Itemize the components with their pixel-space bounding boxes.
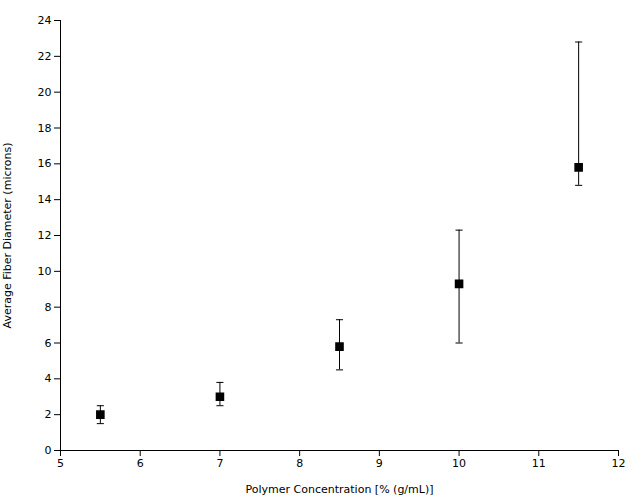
svg-text:10: 10 [38,265,52,278]
svg-text:9: 9 [376,457,383,470]
svg-text:14: 14 [38,193,52,206]
svg-text:18: 18 [38,122,52,135]
svg-text:Average Fiber Diameter (micron: Average Fiber Diameter (microns) [1,143,14,329]
svg-text:10: 10 [452,457,466,470]
svg-text:6: 6 [45,337,52,350]
svg-text:24: 24 [38,14,52,27]
svg-text:8: 8 [296,457,303,470]
svg-text:5: 5 [57,457,64,470]
svg-text:11: 11 [532,457,546,470]
svg-text:6: 6 [137,457,144,470]
svg-text:22: 22 [38,50,52,63]
svg-text:0: 0 [45,444,52,457]
svg-text:12: 12 [38,229,52,242]
svg-text:16: 16 [38,157,52,170]
svg-text:12: 12 [612,457,626,470]
svg-text:Polymer Concentration [% (g/mL: Polymer Concentration [% (g/mL)] [246,483,434,496]
svg-text:7: 7 [216,457,223,470]
svg-text:2: 2 [45,408,52,421]
svg-text:20: 20 [38,86,52,99]
svg-text:8: 8 [45,301,52,314]
svg-text:4: 4 [45,372,52,385]
